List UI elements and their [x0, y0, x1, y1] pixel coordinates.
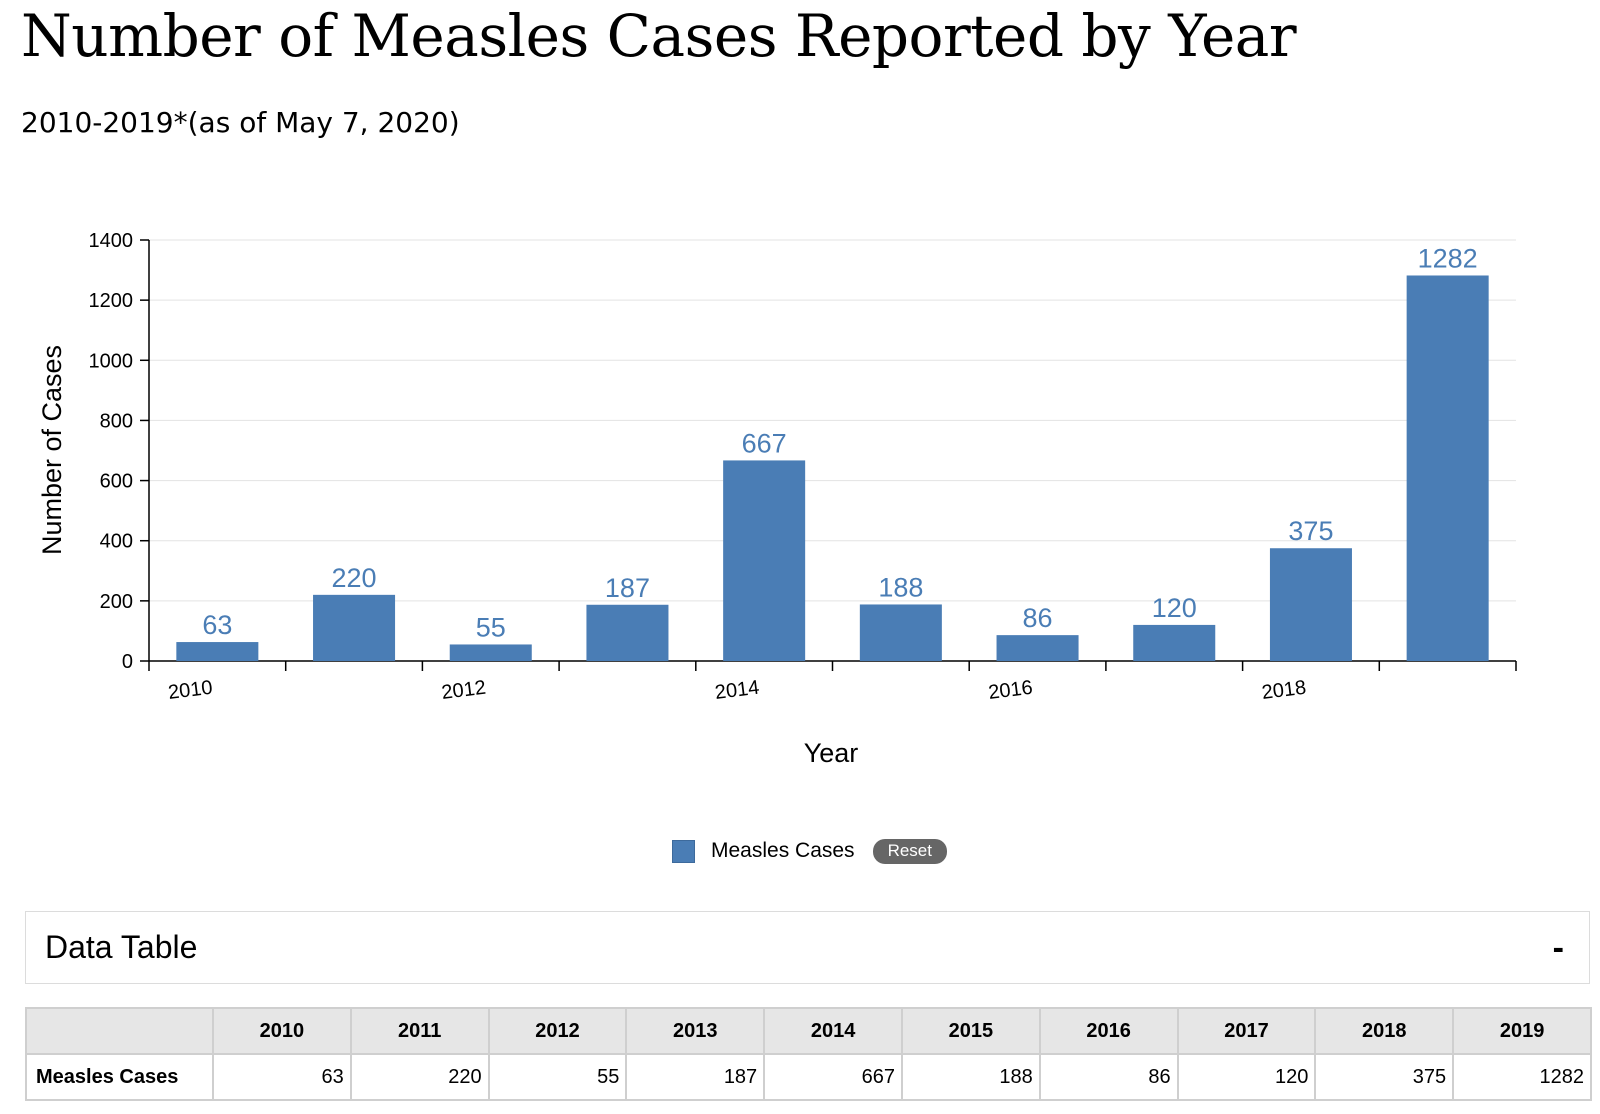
- bar-2017: [1133, 624, 1216, 661]
- data-label-2018: 375: [1288, 516, 1333, 546]
- table-cell-2016: 86: [1038, 1053, 1179, 1101]
- legend-label-measles-cases[interactable]: Measles Cases: [711, 839, 855, 862]
- table-cell-2018: 375: [1314, 1053, 1455, 1101]
- y-tick-label: 0: [122, 651, 133, 673]
- y-tick-label: 1200: [89, 290, 134, 312]
- data-table-row-label: Measles Cases: [25, 1053, 214, 1101]
- data-table-header-row: 2010 2011 2012 2013 2014 2015 2016 2017 2018 2019: [25, 1007, 1592, 1055]
- data-label-2013: 187: [605, 573, 650, 603]
- table-cell-2013: 187: [625, 1053, 766, 1101]
- x-axis-title: Year: [804, 738, 859, 768]
- table-cell-2015: 188: [900, 1053, 1041, 1101]
- data-table-title: Data Table: [45, 929, 198, 965]
- bar-2011: [313, 594, 396, 661]
- column-header-2011: 2011: [349, 1007, 490, 1055]
- column-header-2012: 2012: [487, 1007, 628, 1055]
- y-tick-label: 800: [100, 410, 133, 432]
- y-tick-label: 400: [100, 531, 133, 553]
- bar-2018: [1269, 548, 1352, 661]
- data-table-corner: [25, 1007, 214, 1055]
- data-label-2017: 120: [1152, 593, 1197, 623]
- table-row: Measles Cases 63 220 55 187 667 188 86 120 375 128…: [25, 1053, 1592, 1101]
- table-cell-2019: 1282: [1452, 1053, 1592, 1101]
- chart-legend: Measles Cases Reset: [672, 836, 947, 866]
- table-cell-2017: 120: [1176, 1053, 1317, 1101]
- page-subtitle: 2010-2019*(as of May 7, 2020): [21, 106, 460, 139]
- bar-2012: [449, 644, 532, 661]
- column-header-2014: 2014: [763, 1007, 903, 1055]
- x-tick-label-2018: 2018: [1261, 677, 1308, 704]
- data-label-2012: 55: [476, 612, 506, 642]
- x-tick-label-2012: 2012: [440, 677, 487, 704]
- bar-chart: 0 200 400 600 800 1000 1200 1400 63 220 55 187 667 18…: [37, 230, 1517, 768]
- table-cell-2011: 220: [349, 1053, 490, 1101]
- column-header-2010: 2010: [212, 1007, 352, 1055]
- y-tick-label: 600: [100, 471, 133, 493]
- collapse-icon[interactable]: -: [1552, 928, 1564, 967]
- column-header-2018: 2018: [1314, 1007, 1455, 1055]
- bar-2019: [1406, 275, 1489, 661]
- column-header-2017: 2017: [1176, 1007, 1317, 1055]
- x-tick-label-2010: 2010: [167, 677, 214, 704]
- data-label-2015: 188: [878, 572, 923, 602]
- data-label-2014: 667: [742, 428, 787, 458]
- legend-swatch-measles-cases[interactable]: [672, 839, 695, 863]
- bar-2010: [176, 642, 259, 661]
- column-header-2013: 2013: [625, 1007, 766, 1055]
- x-tick-label-2014: 2014: [714, 677, 761, 704]
- column-header-2016: 2016: [1038, 1007, 1179, 1055]
- column-header-2015: 2015: [900, 1007, 1041, 1055]
- page-title: Number of Measles Cases Reported by Year: [21, 2, 1297, 70]
- data-label-2019: 1282: [1418, 243, 1478, 273]
- data-table-toggle[interactable]: Data Table -: [25, 911, 1590, 984]
- column-header-2019: 2019: [1452, 1007, 1592, 1055]
- bar-2015: [859, 604, 942, 661]
- table-cell-2010: 63: [212, 1053, 352, 1101]
- bar-2013: [586, 604, 669, 661]
- bar-2014: [723, 460, 806, 661]
- data-label-2011: 220: [332, 563, 377, 593]
- bar-2016: [996, 635, 1079, 661]
- data-label-2010: 63: [202, 610, 232, 640]
- y-tick-label: 200: [100, 591, 133, 613]
- table-cell-2012: 55: [487, 1053, 628, 1101]
- y-tick-label: 1000: [89, 350, 134, 372]
- table-cell-2014: 667: [763, 1053, 903, 1101]
- y-axis-title: Number of Cases: [37, 345, 67, 555]
- reset-button[interactable]: Reset: [872, 838, 947, 864]
- data-table: 2010 2011 2012 2013 2014 2015 2016 2017 2018 2019…: [25, 1007, 1592, 1101]
- x-tick-label-2016: 2016: [987, 677, 1034, 704]
- data-label-2016: 86: [1023, 603, 1053, 633]
- y-tick-label: 1400: [89, 230, 134, 252]
